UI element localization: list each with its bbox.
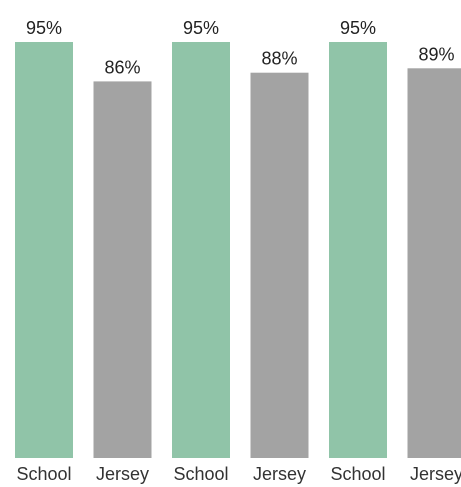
category-label-3: School: [173, 464, 228, 484]
bar-1: [15, 42, 73, 458]
bar-4: [250, 72, 309, 458]
bar-2: [93, 81, 152, 459]
value-label-1: 95%: [26, 18, 62, 38]
value-labels-group: 95% 86% 95% 88% 95% 89%: [26, 18, 455, 77]
bar-6: [407, 68, 461, 459]
value-label-6: 89%: [418, 44, 454, 64]
category-label-4: Jersey: [253, 464, 306, 484]
bars-group: [15, 42, 461, 459]
category-labels-group: School Jersey School Jersey School Jersey: [16, 464, 461, 484]
category-label-6: Jersey: [410, 464, 461, 484]
bar-5: [329, 42, 387, 458]
category-label-2: Jersey: [96, 464, 149, 484]
value-label-4: 88%: [261, 49, 297, 69]
value-label-5: 95%: [340, 18, 376, 38]
category-label-5: School: [330, 464, 385, 484]
value-label-2: 86%: [104, 57, 140, 77]
value-label-3: 95%: [183, 18, 219, 38]
category-label-1: School: [16, 464, 71, 484]
bar-3: [172, 42, 230, 458]
